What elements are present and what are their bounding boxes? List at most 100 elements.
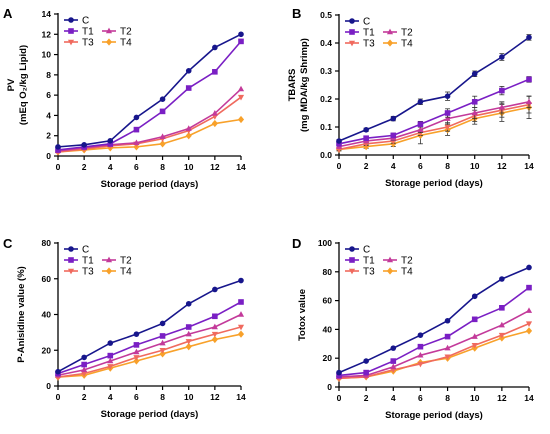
marker-point [237,330,245,338]
series-c [55,277,244,375]
legend-label: T4 [120,38,132,49]
legend-item-t4: T4 [102,38,132,49]
marker-point [348,268,356,275]
x-tick-label: 6 [418,393,423,403]
marker-point [107,357,114,364]
series-line [338,286,530,377]
marker-point [499,54,505,60]
marker-point [471,316,478,323]
marker-point [212,286,218,293]
marker-point [238,38,244,45]
marker-point [159,350,166,358]
legend: CT1 T2 T3 T4 [345,17,413,50]
y-tick-label: 60 [323,296,333,306]
marker-point [336,138,342,144]
y-tick-label: 60 [42,274,52,284]
marker-point [363,135,369,141]
chart-panel-c: C 0 2 4 6 8 10 12 14 0 20 40 60 80 Storage period (day… [3,236,246,420]
marker-point [417,126,424,133]
legend-item-t2: T2 [102,256,132,267]
legend-label: T1 [363,256,375,267]
marker-point [105,256,113,263]
legend-item-t1: T1 [345,28,375,39]
marker-point [417,343,424,350]
marker-point [185,330,192,337]
series-t2 [335,307,533,380]
legend-label: C [363,245,370,256]
marker-point [471,293,478,300]
x-axis-title: Storage period (days) [101,179,199,190]
marker-point [363,358,369,364]
marker-point [211,335,218,344]
marker-point [417,99,424,105]
marker-point [105,27,113,34]
series-line [57,96,242,153]
x-tick-label: 4 [108,162,113,172]
x-tick-label: 6 [134,162,139,172]
y-tick-label: 0.2 [320,94,332,104]
marker-point [238,299,244,305]
series-line [338,101,530,148]
marker-point [349,18,355,24]
marker-point [105,267,113,275]
x-tick-label: 8 [445,393,450,403]
marker-point [386,28,394,35]
marker-point [133,355,140,361]
legend-item-c: C [345,245,370,256]
chart-panel-b: B 0 2 4 6 8 10 12 14 0.0 0.1 0.2 0.3 0.4 0.5 Storage pe… [287,6,534,189]
marker-point [107,137,114,144]
marker-point [211,323,218,330]
marker-point [363,127,369,133]
legend-label: T3 [363,267,375,278]
marker-point [237,311,245,317]
legend-item-t4: T4 [383,267,413,278]
legend-label: T4 [401,39,413,50]
marker-point [471,99,478,105]
y-tick-label: 0 [46,151,51,161]
marker-point [525,321,533,327]
y-tick-label: 40 [323,324,333,334]
marker-point [386,39,394,47]
x-tick-label: 10 [184,162,194,172]
x-tick-label: 4 [108,392,113,402]
marker-point [81,142,87,148]
marker-point [444,317,451,324]
series-line [57,118,242,153]
y-tick-label: 20 [42,345,52,355]
x-tick-label: 4 [391,161,396,171]
legend-item-c: C [64,16,89,27]
marker-point [444,115,451,121]
series-t1 [336,284,532,379]
series-c [336,264,532,376]
legend-label: T4 [401,267,413,278]
marker-point [471,71,478,77]
legend-label: T1 [82,256,94,267]
series-line [338,103,530,151]
y-tick-label: 0.4 [320,38,332,48]
marker-point [444,110,451,116]
panel-letter: C [3,236,13,251]
x-tick-label: 0 [56,162,61,172]
x-tick-label: 12 [497,161,507,171]
marker-point [133,126,140,133]
marker-point [185,343,192,351]
series-line [338,106,530,151]
legend-label: T3 [82,267,94,278]
legend-label: C [82,16,89,27]
marker-point [55,368,61,375]
series-line [57,279,242,373]
marker-point [525,98,533,105]
x-tick-label: 10 [184,392,194,402]
legend-label: T1 [82,27,94,38]
marker-point [185,68,192,74]
marker-point [55,144,61,150]
marker-point [212,69,218,75]
marker-point [238,277,244,284]
series-line [57,33,242,148]
marker-point [336,369,342,376]
marker-point [390,363,397,370]
y-tick-label: 20 [323,353,333,363]
series-line [57,313,242,377]
marker-point [133,331,140,337]
